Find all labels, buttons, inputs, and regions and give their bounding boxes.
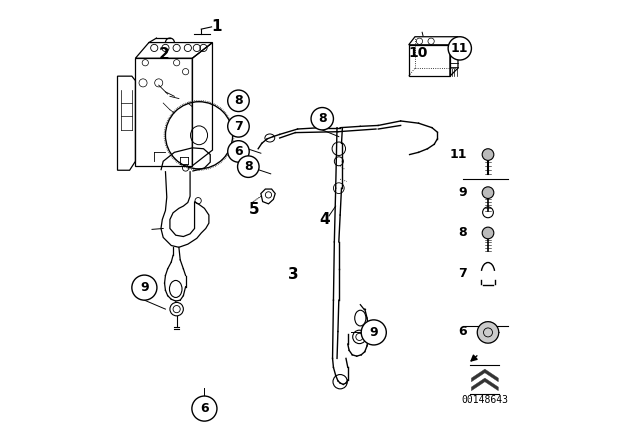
Text: 11: 11 (449, 148, 467, 161)
Circle shape (192, 396, 217, 421)
Text: 8: 8 (234, 94, 243, 108)
Circle shape (482, 227, 494, 239)
Text: 10: 10 (408, 46, 428, 60)
Text: 8: 8 (318, 112, 326, 125)
Circle shape (228, 141, 249, 162)
Text: 8: 8 (458, 226, 467, 240)
Text: 6: 6 (234, 145, 243, 158)
Circle shape (311, 108, 333, 130)
Circle shape (237, 156, 259, 177)
Text: 11: 11 (451, 42, 468, 55)
Polygon shape (472, 369, 499, 382)
Text: 4: 4 (319, 212, 330, 227)
Circle shape (482, 149, 494, 160)
Polygon shape (472, 378, 499, 391)
Text: 6: 6 (200, 402, 209, 415)
Text: 8: 8 (244, 160, 253, 173)
Text: 1: 1 (211, 19, 221, 34)
Text: 7: 7 (234, 120, 243, 133)
Text: 9: 9 (369, 326, 378, 339)
Circle shape (477, 322, 499, 343)
Circle shape (228, 90, 249, 112)
Circle shape (132, 275, 157, 300)
Text: 6: 6 (458, 325, 467, 338)
Circle shape (361, 320, 387, 345)
Text: 00148643: 00148643 (461, 395, 508, 405)
Text: 9: 9 (140, 281, 148, 294)
Text: 3: 3 (288, 267, 298, 282)
Text: 7: 7 (458, 267, 467, 280)
Circle shape (228, 116, 249, 137)
Text: 9: 9 (458, 186, 467, 199)
Circle shape (482, 187, 494, 198)
Circle shape (448, 37, 472, 60)
Text: 2: 2 (159, 47, 170, 62)
Text: 5: 5 (249, 202, 259, 217)
